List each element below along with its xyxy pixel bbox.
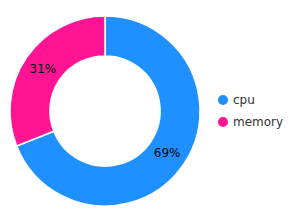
legend-swatch — [218, 95, 228, 105]
data-label: 31% — [30, 62, 57, 76]
legend-item: cpu — [218, 93, 255, 107]
legend-label: memory — [233, 115, 283, 129]
legend-label: cpu — [233, 93, 255, 107]
slice — [10, 16, 105, 146]
data-labels: 69% 31% — [30, 62, 181, 160]
legend-swatch — [218, 117, 228, 127]
data-label: 69% — [154, 146, 181, 160]
chart: 69% 31% cpu memory — [0, 0, 292, 222]
pie — [10, 16, 200, 206]
legend-item: memory — [218, 115, 283, 129]
legend: cpu memory — [218, 93, 283, 129]
